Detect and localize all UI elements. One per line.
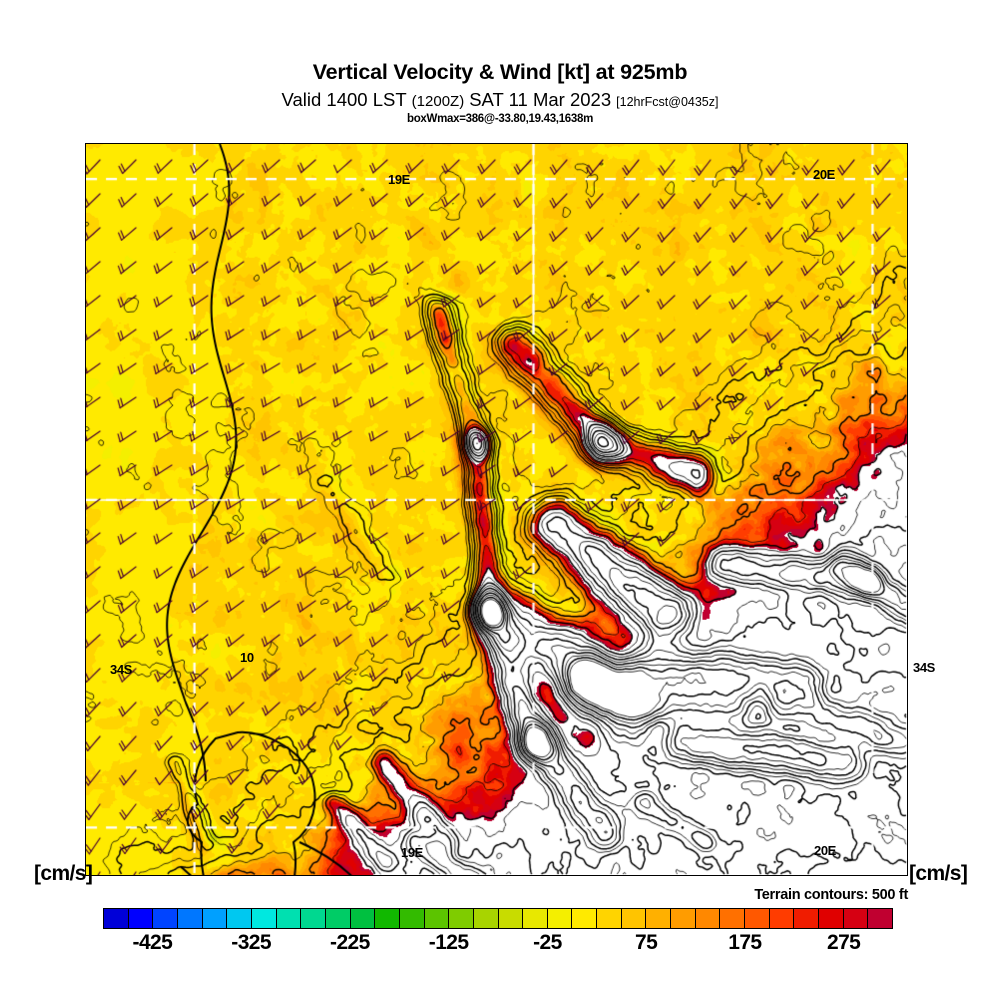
units-label-left: [cm/s] [34, 862, 93, 885]
colorbar-swatch [399, 909, 425, 928]
colorbar-swatch [153, 909, 178, 928]
grid-label: 34S [913, 660, 935, 675]
vertical-velocity-field [86, 144, 907, 875]
colorbar-swatch [449, 909, 474, 928]
colorbar-swatch [498, 909, 524, 928]
colorbar-tick-label: 275 [827, 931, 861, 954]
colorbar[interactable] [103, 908, 893, 929]
colorbar-swatch [769, 909, 795, 928]
colorbar-swatch [325, 909, 351, 928]
colorbar-swatch [128, 909, 154, 928]
colorbar-swatch [695, 909, 721, 928]
colorbar-swatch [523, 909, 548, 928]
map-panel[interactable] [85, 143, 908, 876]
colorbar-swatch [720, 909, 746, 928]
colorbar-swatch [350, 909, 376, 928]
colorbar-swatch [177, 909, 203, 928]
colorbar-swatch [301, 909, 326, 928]
title-block: Vertical Velocity & Wind [kt] at 925mb V… [0, 60, 1000, 126]
page-title: Vertical Velocity & Wind [kt] at 925mb [312, 60, 688, 84]
colorbar-tick-label: -225 [330, 931, 370, 954]
units-label-right: [cm/s] [909, 862, 968, 885]
colorbar-swatch [547, 909, 573, 928]
colorbar-swatch [276, 909, 302, 928]
colorbar-swatch [597, 909, 622, 928]
colorbar-swatch [868, 909, 892, 928]
colorbar-tick-label: -25 [533, 931, 562, 954]
colorbar-swatch [227, 909, 252, 928]
colorbar-swatch [843, 909, 869, 928]
colorbar-swatch [745, 909, 770, 928]
colorbar-swatch [473, 909, 499, 928]
colorbar-tick-label: -325 [231, 931, 271, 954]
colorbar-tick-label: 175 [728, 931, 762, 954]
colorbar-swatches [103, 908, 893, 929]
colorbar-swatch [572, 909, 598, 928]
terrain-contour-note: Terrain contours: 500 ft [754, 887, 908, 903]
valid-time-prefix: Valid 1400 LST [281, 88, 407, 110]
colorbar-swatch [819, 909, 844, 928]
colorbar-swatch [251, 909, 277, 928]
colorbar-swatch [202, 909, 228, 928]
forecast-tag: [12hrFcst@0435z] [616, 94, 719, 109]
colorbar-tick-label: 75 [635, 931, 658, 954]
colorbar-swatch [621, 909, 647, 928]
colorbar-swatch [671, 909, 696, 928]
colorbar-tick-labels: -425 -325 -225 -125 -25 75 175 275 [103, 931, 893, 959]
valid-time-zulu: (1200Z) [411, 92, 465, 110]
colorbar-tick-label: -425 [132, 931, 173, 954]
title-subtitle: Valid 1400 LST (1200Z) SAT 11 Mar 2023 [… [0, 88, 1000, 110]
colorbar-swatch [646, 909, 672, 928]
colorbar-swatch [104, 909, 129, 928]
colorbar-swatch [794, 909, 820, 928]
colorbar-swatch [424, 909, 450, 928]
colorbar-tick-label: -125 [428, 931, 469, 954]
valid-date: SAT 11 Mar 2023 [469, 88, 612, 110]
boxwmax-note: boxWmax=386@-33.80,19.43,1638m [406, 113, 594, 125]
colorbar-swatch [375, 909, 400, 928]
